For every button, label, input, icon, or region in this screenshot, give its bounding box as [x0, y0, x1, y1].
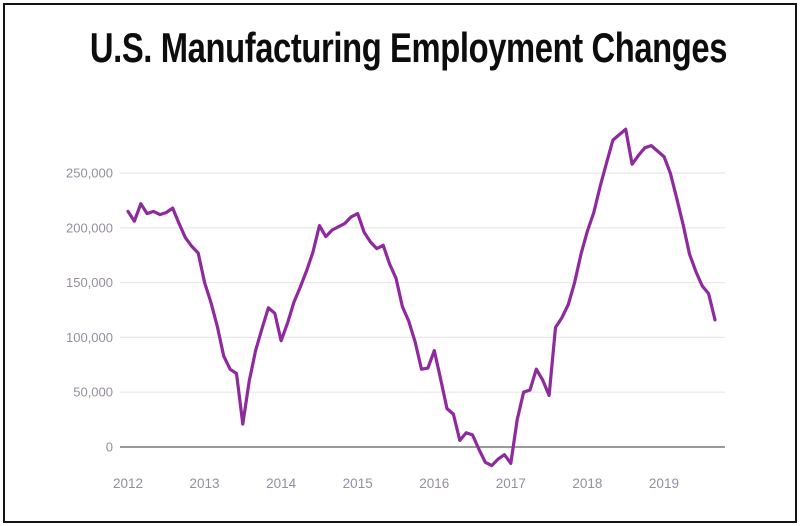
y-axis-tick-label: 150,000	[66, 275, 113, 290]
y-axis-tick-label: 100,000	[66, 330, 113, 345]
x-axis-tick-label: 2017	[496, 476, 526, 491]
y-axis-tick-label: 200,000	[66, 220, 113, 235]
y-axis-tick-label: 0	[106, 440, 113, 455]
y-axis-tick-label: 250,000	[66, 166, 113, 181]
x-axis-tick-label: 2019	[649, 476, 679, 491]
x-axis-tick-label: 2013	[190, 476, 220, 491]
x-axis-tick-label: 2014	[266, 476, 297, 491]
x-axis-tick-label: 2016	[419, 476, 449, 491]
x-axis-tick-label: 2012	[113, 476, 143, 491]
y-axis-tick-label: 50,000	[73, 385, 113, 400]
x-axis-tick-label: 2015	[343, 476, 373, 491]
x-axis-tick-label: 2018	[572, 476, 602, 491]
employment-data-line	[126, 127, 717, 468]
chart-title-text: U.S. Manufacturing Employment Changes	[89, 24, 728, 71]
chart-title: U.S. Manufacturing Employment Changes	[0, 24, 800, 72]
